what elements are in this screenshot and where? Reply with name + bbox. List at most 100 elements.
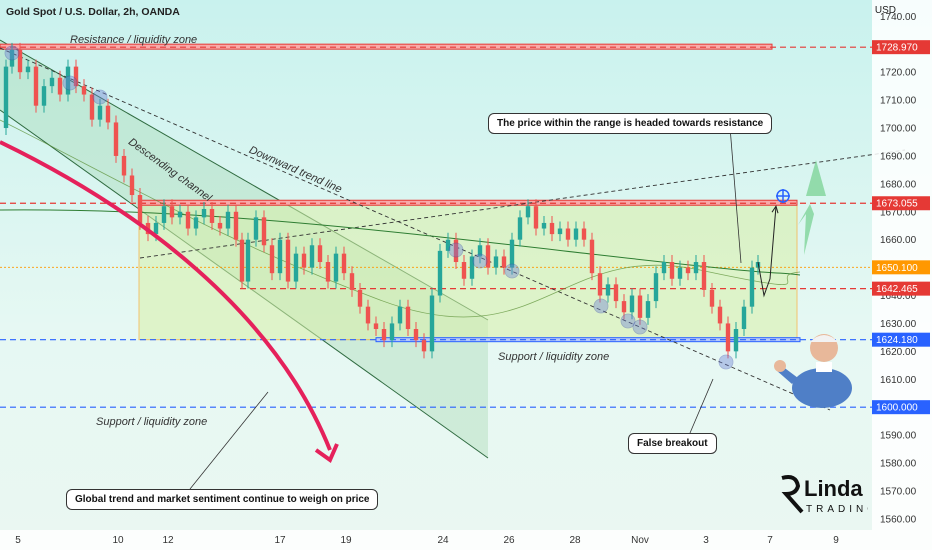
symbol-title: Gold Spot / U.S. Dollar, 2h, OANDA [6,6,180,18]
callout-bottom-pointer [189,391,269,490]
touch-circle-9 [718,354,734,370]
candle-body-76 [597,273,603,296]
candle-body-39 [301,253,307,268]
level-tag-3 [872,281,930,296]
upward-trend-line [139,149,906,259]
level-tag-1 [872,196,930,211]
candle-body-18 [137,195,143,223]
level-tag-label-3: 1642.465 [876,284,918,295]
touch-circle-7 [620,313,636,329]
trader-avatar [774,334,852,408]
candle-body-64 [501,256,507,268]
candle-body-31 [239,239,245,282]
candle-body-60 [469,256,475,279]
candle-body-47 [365,306,371,324]
y-tick-11: 1630.00 [880,319,917,330]
level-tag-label-1: 1673.055 [876,199,918,210]
candle-body-30 [233,211,239,240]
candle-body-2 [9,49,15,67]
candle-body-83 [653,273,659,302]
candle-body-69 [541,222,547,229]
candle-body-45 [349,273,355,290]
candle-body-89 [701,262,707,290]
candle-body-71 [557,228,563,235]
candle-body-81 [637,295,643,318]
candle-body-63 [493,256,499,268]
level-tag-label-5: 1600.000 [876,403,918,414]
candle-body-94 [741,306,747,330]
currency-label: USD [874,5,896,16]
candle-body-23 [177,211,183,218]
y-tick-3: 1710.00 [880,96,917,107]
time-axis-bg [0,530,872,550]
y-tick-17: 1570.00 [880,486,917,497]
bearish-arc-arrowhead [314,443,339,464]
bearish-arc-arrow [0,140,332,451]
y-tick-16: 1580.00 [880,459,917,470]
candle-body-3 [17,49,23,73]
candle-body-77 [605,284,611,296]
forecast-path [757,206,777,298]
level-tag-4 [872,332,930,347]
x-tick-7: 28 [569,535,581,546]
candle-body-86 [677,267,683,279]
candle-body-55 [429,295,435,352]
candle-body-68 [533,206,539,229]
candle-body-8 [57,77,63,95]
candle-body-56 [437,250,443,296]
candle-body-61 [477,245,483,257]
y-tick-0: 1740.00 [880,12,917,23]
candle-body-43 [333,253,339,282]
candle-body-14 [105,105,111,123]
candle-body-34 [261,217,267,246]
downward-trend-line [0,47,831,411]
y-tick-6: 1680.00 [880,179,917,190]
candle-body-32 [245,239,251,282]
linda-trading-logo-mark: Linda TRADING [781,475,875,515]
candle-body-53 [413,329,419,341]
callout-false-breakout: False breakout [628,433,717,454]
candle-body-95 [749,267,755,307]
green-arrow-2 [806,160,826,196]
candle-body-22 [169,206,175,218]
candle-body-5 [33,66,39,106]
candle-body-15 [113,122,119,156]
candle-body-87 [685,267,691,274]
candle-body-85 [669,262,675,279]
y-tick-8: 1660.00 [880,235,917,246]
touch-circle-5 [504,263,520,279]
candle-body-13 [97,105,103,120]
logo-sub: TRADING [806,504,868,515]
callout-false-pointer [689,378,714,434]
candle-body-50 [389,323,395,341]
x-tick-6: 26 [503,535,515,546]
level-tag-label-4: 1624.180 [876,335,918,346]
candle-body-80 [629,295,635,313]
candle-body-88 [693,262,699,274]
candle-body-33 [253,217,259,240]
candle-body-29 [225,211,231,229]
candle-body-59 [461,262,467,279]
y-tick-2: 1720.00 [880,68,917,79]
candle-body-46 [357,289,363,307]
candle-body-51 [397,306,403,324]
candle-body-6 [41,86,47,106]
candle-body-1 [3,66,9,129]
candle-body-25 [193,217,199,229]
candle-body-84 [661,262,667,274]
candle-body-9 [65,66,71,95]
callout-towards-resistance: The price within the range is headed tow… [488,113,773,134]
candle-body-67 [525,206,531,218]
candle-body-37 [285,239,291,282]
x-tick-3: 17 [274,535,286,546]
level-tag-2 [872,260,930,275]
candle-body-79 [621,301,627,313]
candle-body-70 [549,222,555,235]
x-tick-8: Nov [631,535,649,546]
candle-body-27 [209,208,215,223]
candle-body-42 [325,262,331,282]
candle-body-72 [565,228,571,240]
candle-body-74 [581,228,587,240]
